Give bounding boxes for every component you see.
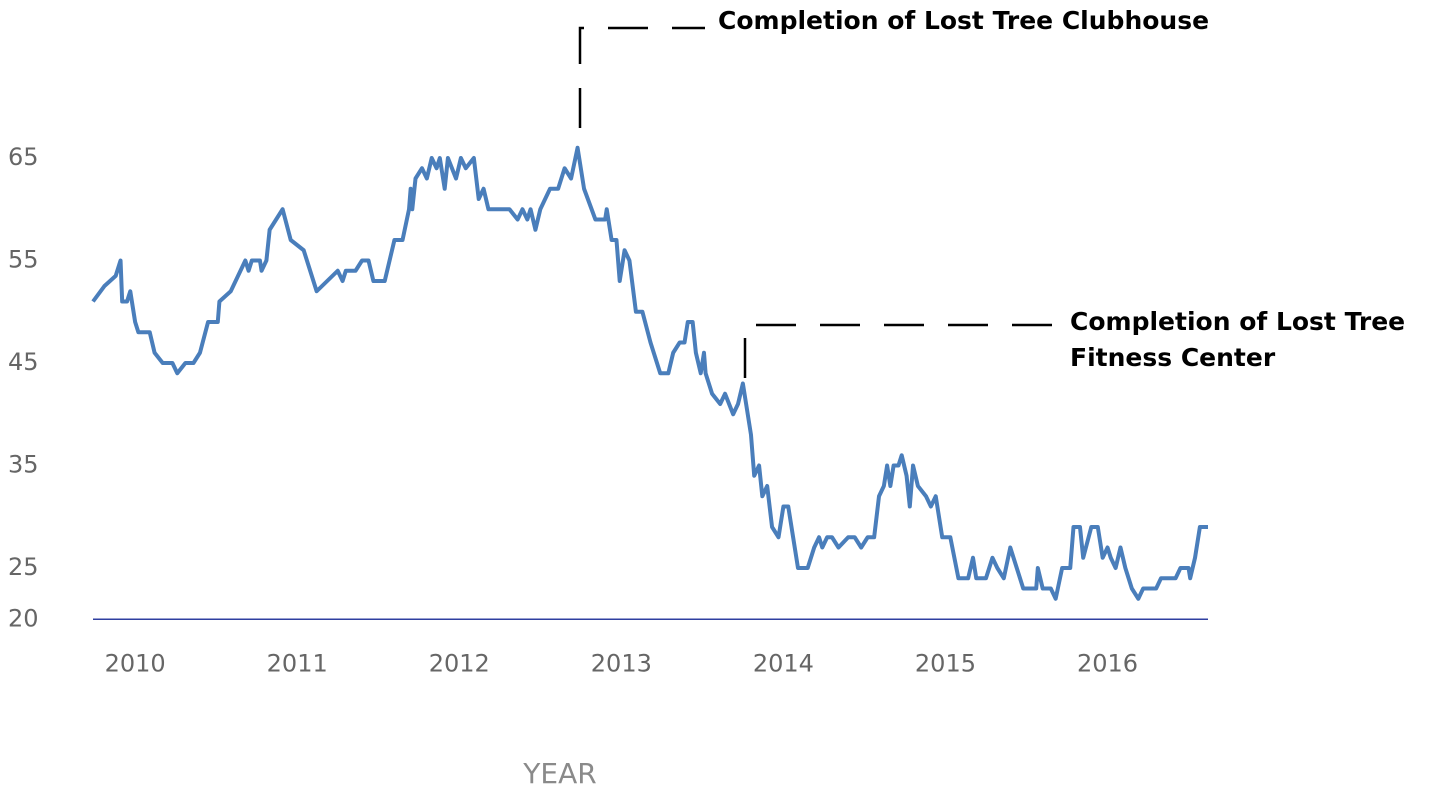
y-tick-label: 25 [8,553,39,581]
data-line [91,145,1208,601]
x-tick-label: 2010 [105,649,166,677]
y-tick-label: 45 [8,348,39,376]
y-tick-label: 20 [8,604,39,632]
x-tick-label: 2013 [591,649,652,677]
annotation-leader [743,323,1060,378]
x-axis-label: YEAR [522,757,596,790]
annotation-leader [578,26,705,128]
annotation: Fitness Center [1070,343,1276,372]
y-tick-label: 35 [8,451,39,479]
y-tick-label: 65 [8,143,39,171]
annotation: Completion of Lost Tree [1070,307,1405,336]
x-tick-label: 2012 [429,649,490,677]
x-tick-label: 2014 [753,649,814,677]
x-tick-label: 2015 [915,649,976,677]
x-tick-label: 2011 [267,649,328,677]
y-tick-label: 55 [8,246,39,274]
x-tick-label: 2016 [1077,649,1138,677]
annotation: Completion of Lost Tree Clubhouse [718,6,1209,35]
